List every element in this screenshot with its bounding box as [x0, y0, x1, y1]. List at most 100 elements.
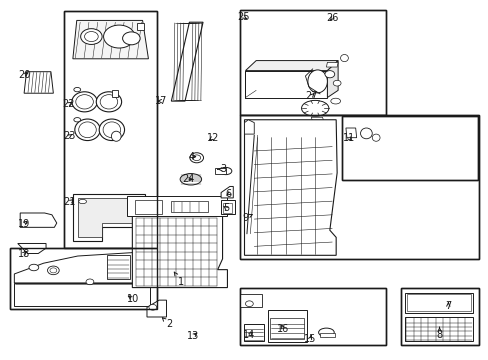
- Bar: [222, 203, 232, 213]
- Bar: [405, 293, 472, 313]
- Text: 25: 25: [237, 12, 249, 22]
- Text: 7: 7: [444, 301, 450, 311]
- Ellipse shape: [86, 279, 94, 285]
- Ellipse shape: [131, 199, 139, 204]
- Text: 20: 20: [18, 70, 30, 80]
- Bar: [407, 294, 470, 311]
- Ellipse shape: [74, 87, 81, 92]
- Bar: [137, 23, 144, 30]
- Bar: [221, 201, 234, 214]
- Ellipse shape: [72, 92, 97, 112]
- Text: 15: 15: [304, 333, 316, 343]
- Ellipse shape: [103, 25, 135, 48]
- Ellipse shape: [340, 54, 347, 62]
- Bar: [215, 168, 225, 174]
- Ellipse shape: [307, 70, 327, 93]
- Ellipse shape: [96, 92, 122, 112]
- Polygon shape: [244, 120, 336, 255]
- Text: 10: 10: [127, 294, 139, 304]
- Bar: [267, 310, 306, 342]
- Polygon shape: [171, 22, 203, 101]
- Ellipse shape: [74, 118, 81, 122]
- Ellipse shape: [325, 71, 334, 78]
- Ellipse shape: [47, 266, 59, 275]
- Bar: [341, 116, 477, 180]
- Polygon shape: [345, 128, 356, 138]
- Text: 5: 5: [223, 203, 228, 213]
- Bar: [243, 324, 264, 341]
- Bar: [64, 12, 157, 248]
- Text: 13: 13: [187, 331, 199, 341]
- Bar: [239, 288, 385, 345]
- Text: 26: 26: [325, 13, 338, 23]
- Bar: [127, 196, 227, 216]
- Text: 17: 17: [155, 96, 167, 106]
- Polygon shape: [245, 71, 327, 98]
- Ellipse shape: [332, 80, 340, 86]
- Text: 22: 22: [62, 99, 75, 109]
- Ellipse shape: [318, 328, 333, 337]
- Polygon shape: [24, 72, 53, 93]
- Bar: [239, 10, 385, 116]
- Polygon shape: [326, 62, 337, 67]
- Text: 11: 11: [342, 133, 354, 143]
- Text: 18: 18: [18, 248, 30, 258]
- Text: 8: 8: [436, 327, 442, 340]
- Bar: [400, 288, 478, 345]
- Ellipse shape: [301, 100, 328, 116]
- Polygon shape: [78, 198, 140, 237]
- Bar: [239, 116, 478, 259]
- Text: 12: 12: [206, 133, 219, 143]
- Bar: [10, 248, 157, 309]
- Ellipse shape: [111, 131, 121, 141]
- Polygon shape: [132, 200, 227, 288]
- Polygon shape: [73, 21, 148, 59]
- Bar: [341, 116, 477, 180]
- Bar: [270, 318, 303, 339]
- Ellipse shape: [29, 264, 39, 271]
- Ellipse shape: [149, 305, 157, 310]
- Bar: [239, 288, 385, 345]
- Text: 6: 6: [225, 189, 231, 199]
- Polygon shape: [14, 252, 150, 283]
- Text: 4: 4: [188, 152, 195, 162]
- Polygon shape: [20, 213, 57, 227]
- Bar: [10, 248, 157, 309]
- Ellipse shape: [75, 119, 100, 140]
- Ellipse shape: [99, 119, 124, 140]
- Text: 23: 23: [62, 131, 75, 141]
- Polygon shape: [221, 186, 233, 198]
- Ellipse shape: [360, 128, 371, 139]
- Ellipse shape: [245, 301, 253, 307]
- Text: 19: 19: [18, 219, 30, 229]
- Text: 9: 9: [242, 213, 252, 222]
- Ellipse shape: [79, 199, 86, 204]
- Polygon shape: [327, 60, 337, 98]
- Ellipse shape: [371, 134, 379, 141]
- Bar: [400, 288, 478, 345]
- Ellipse shape: [81, 29, 102, 44]
- Polygon shape: [14, 283, 150, 306]
- Ellipse shape: [122, 32, 140, 45]
- Ellipse shape: [330, 98, 340, 104]
- Bar: [405, 317, 472, 341]
- Text: 27: 27: [305, 91, 317, 101]
- Text: 24: 24: [182, 174, 194, 184]
- Bar: [171, 201, 207, 212]
- Polygon shape: [244, 120, 254, 134]
- Text: 16: 16: [277, 324, 289, 334]
- Polygon shape: [18, 243, 46, 253]
- Bar: [135, 200, 161, 214]
- Ellipse shape: [189, 153, 203, 163]
- Polygon shape: [147, 300, 166, 317]
- Bar: [320, 333, 334, 337]
- Polygon shape: [73, 194, 145, 241]
- Bar: [107, 255, 130, 279]
- Text: 3: 3: [217, 164, 226, 174]
- Polygon shape: [245, 60, 337, 71]
- Text: 1: 1: [174, 272, 184, 287]
- Text: 14: 14: [243, 330, 255, 340]
- Ellipse shape: [180, 174, 201, 185]
- Bar: [64, 12, 157, 248]
- Bar: [239, 10, 385, 116]
